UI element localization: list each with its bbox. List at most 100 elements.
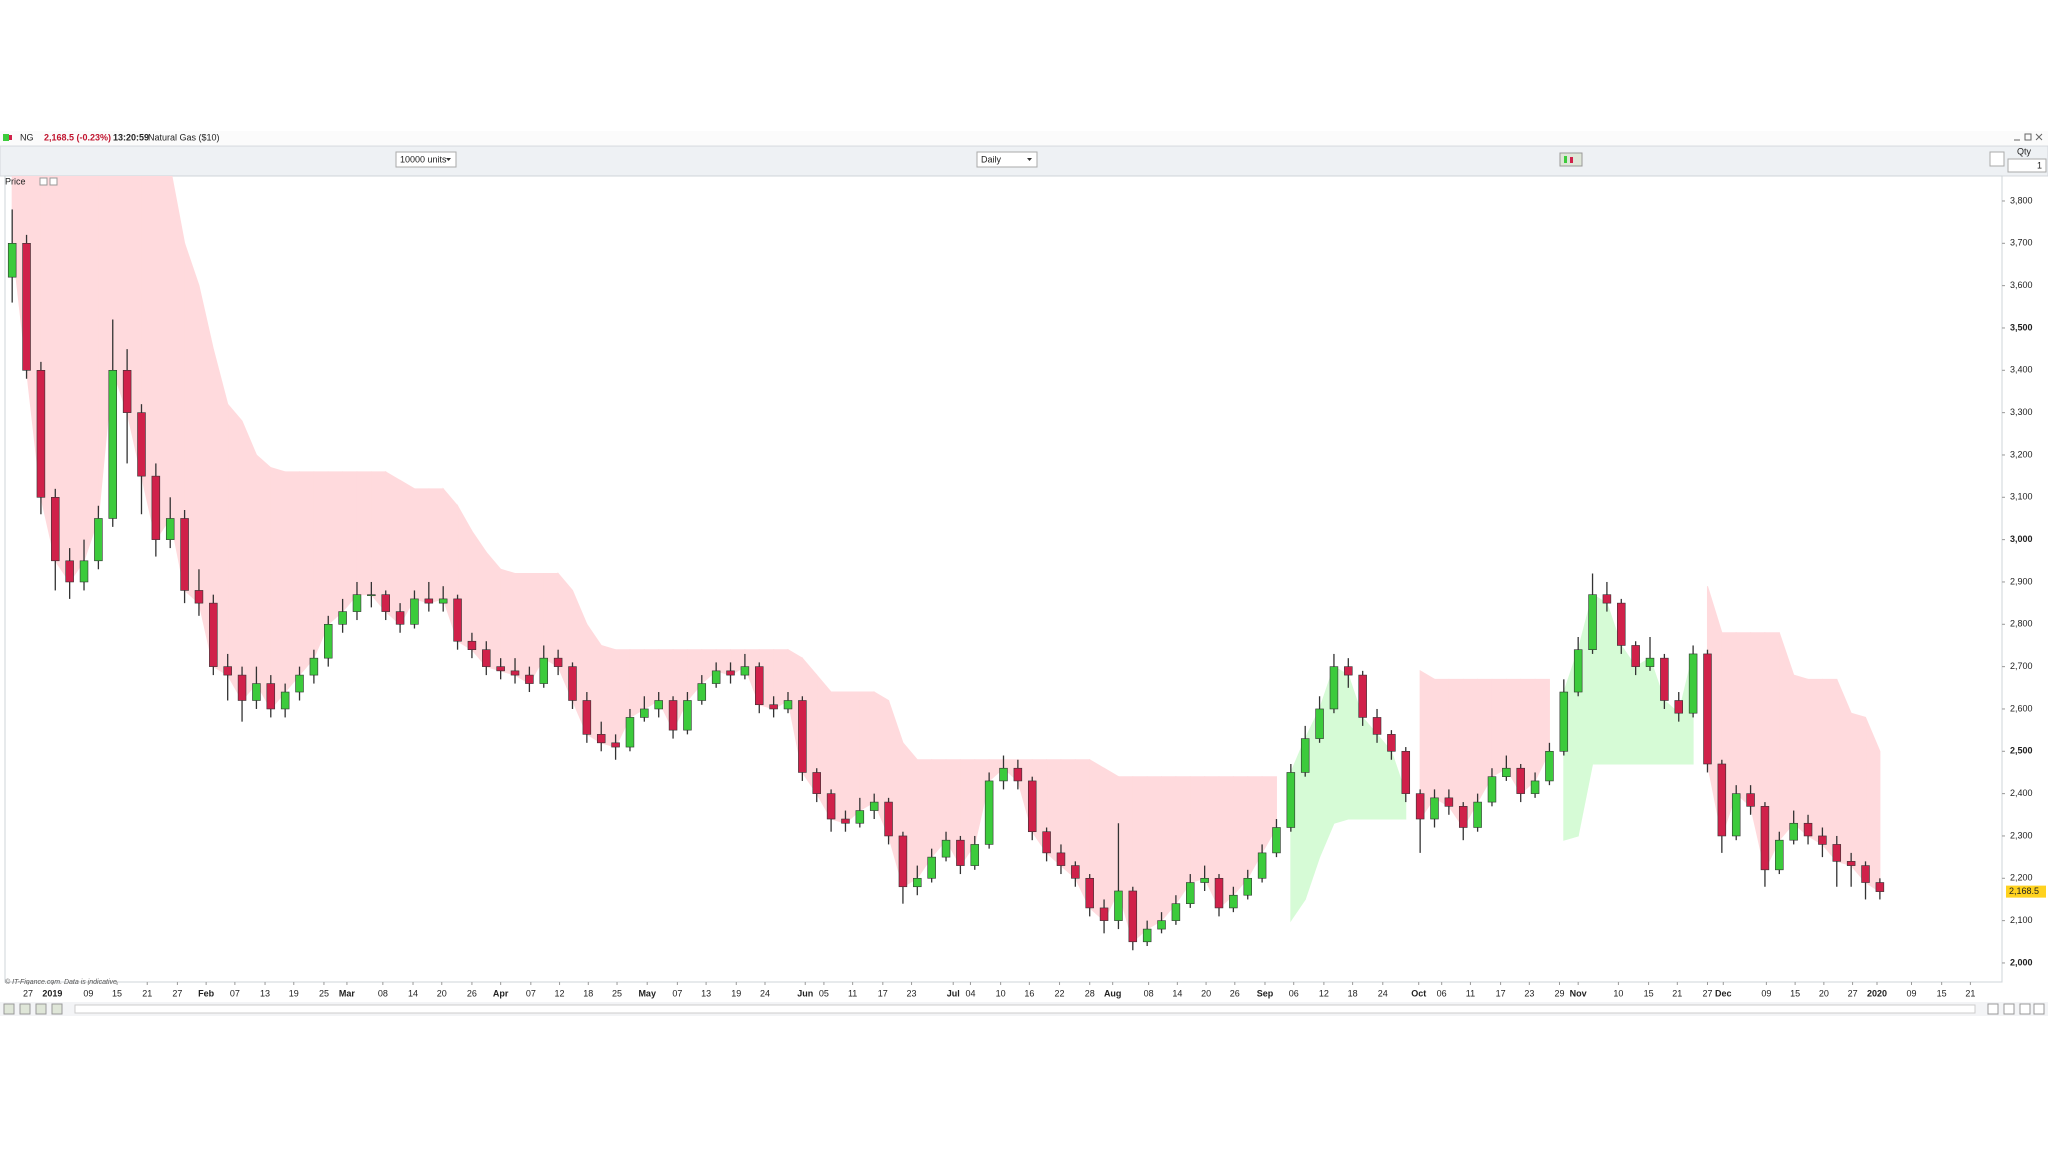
cloud-segment xyxy=(1189,776,1206,884)
panel-button[interactable] xyxy=(49,177,58,186)
x-tick-label: Dec xyxy=(1715,988,1732,998)
cloud-segment xyxy=(299,471,315,677)
candle-body xyxy=(740,666,750,676)
qty: 1 xyxy=(2037,160,2042,170)
dropdown-arrow xyxy=(446,158,451,161)
candle-body xyxy=(424,598,434,604)
x-tick-label: Mar xyxy=(339,988,356,998)
candle-body xyxy=(913,877,922,888)
candle-body xyxy=(1703,653,1712,765)
x-tick-label: 28 xyxy=(1085,988,1095,998)
candle-body xyxy=(65,560,74,583)
candle-body xyxy=(726,670,735,676)
qty-input[interactable] xyxy=(2007,158,2047,173)
candle-body xyxy=(7,243,17,278)
y-tick-label: 2,600 xyxy=(2010,703,2033,713)
x-tick-label: 27 xyxy=(172,988,182,998)
candle-body xyxy=(956,839,965,866)
candle-body xyxy=(453,598,462,642)
x-tick-label: 26 xyxy=(467,988,477,998)
candle-body xyxy=(295,674,304,693)
tool-button[interactable] xyxy=(19,1003,31,1015)
window-controls[interactable] xyxy=(2014,133,2043,141)
close[interactable] xyxy=(2035,133,2043,141)
candle-body xyxy=(1085,877,1094,909)
tool-button[interactable] xyxy=(1989,151,2005,167)
candle-body xyxy=(1617,602,1626,646)
candle-body xyxy=(596,734,606,744)
candle-body xyxy=(252,683,261,701)
x-tick-label: 09 xyxy=(1761,988,1771,998)
candle-body xyxy=(223,666,232,676)
cloud-segment xyxy=(543,572,559,668)
cloud-segment xyxy=(255,453,272,711)
candle-body xyxy=(1645,657,1655,667)
x-tick-label: Oct xyxy=(1411,988,1426,998)
y-tick-label: 3,600 xyxy=(2010,280,2033,290)
candle-body xyxy=(1329,666,1339,710)
cloud-segment xyxy=(1850,712,1867,884)
symbol: NG xyxy=(20,132,34,142)
candle-body xyxy=(1214,877,1224,909)
candle-body xyxy=(352,594,362,612)
candle-body xyxy=(1027,780,1037,833)
x-tick-label: 2020 xyxy=(1867,988,1887,998)
candle-body xyxy=(1401,750,1411,794)
candle-body xyxy=(869,801,879,811)
panel-button[interactable] xyxy=(39,177,48,186)
candle-body xyxy=(640,708,649,718)
candle-body xyxy=(1186,882,1195,904)
x-tick-label: Nov xyxy=(1570,988,1587,998)
x-tick-label: 14 xyxy=(1172,988,1182,998)
zoom-button[interactable] xyxy=(2019,1003,2031,1015)
x-tick-label: 09 xyxy=(1906,988,1916,998)
tool-button[interactable] xyxy=(3,1003,15,1015)
candle-body xyxy=(1660,657,1669,701)
candle-body xyxy=(611,742,620,748)
candle-body xyxy=(309,657,319,676)
x-tick-label: 27 xyxy=(1848,988,1858,998)
zoom-button[interactable] xyxy=(2033,1003,2045,1015)
candle-body xyxy=(338,611,347,625)
x-tick-label: 15 xyxy=(1644,988,1654,998)
candle-body xyxy=(1171,903,1181,921)
x-tick-label: 25 xyxy=(612,988,622,998)
units-dropdown[interactable] xyxy=(395,151,457,168)
candle-body xyxy=(1257,852,1267,879)
candle-body xyxy=(194,590,204,604)
candle-body xyxy=(51,496,60,562)
cloud-segment xyxy=(370,471,387,613)
cloud-segment xyxy=(69,176,85,584)
tool-button[interactable] xyxy=(51,1003,63,1015)
scroll-track[interactable] xyxy=(74,1004,1976,1014)
maximize[interactable] xyxy=(2024,133,2032,141)
x-tick-label: 19 xyxy=(731,988,741,998)
candle-body xyxy=(1789,822,1798,841)
candle-body xyxy=(1013,767,1023,782)
cloud-segment xyxy=(1793,674,1809,838)
cloud-segment xyxy=(284,471,301,694)
tool-button[interactable] xyxy=(35,1003,47,1015)
candle-body xyxy=(1487,776,1497,803)
candle-body xyxy=(1530,780,1540,794)
candle-body xyxy=(79,560,89,583)
candle-body xyxy=(1444,797,1454,807)
x-tick-label: 06 xyxy=(1437,988,1447,998)
cloud-segment xyxy=(1146,776,1163,930)
zoom-button[interactable] xyxy=(2003,1003,2015,1015)
candle-body xyxy=(1344,666,1353,676)
zoom-button[interactable] xyxy=(1987,1003,1999,1015)
price-change: 2,168.5 (-0.23%) xyxy=(44,132,111,142)
x-tick-label: 2019 xyxy=(42,988,62,998)
candle-body xyxy=(941,839,951,858)
instrument-name: Natural Gas ($10) xyxy=(148,132,220,142)
interval-dropdown[interactable] xyxy=(976,151,1038,168)
candle-body xyxy=(438,598,448,604)
candle-body xyxy=(1746,793,1755,807)
y-tick-label: 2,800 xyxy=(2010,619,2033,629)
cloud-segment xyxy=(643,649,660,710)
candle-body xyxy=(1114,890,1123,921)
y-tick-label: 3,100 xyxy=(2010,492,2033,502)
candle-body xyxy=(1272,827,1281,854)
cloud-segment xyxy=(1635,657,1651,765)
